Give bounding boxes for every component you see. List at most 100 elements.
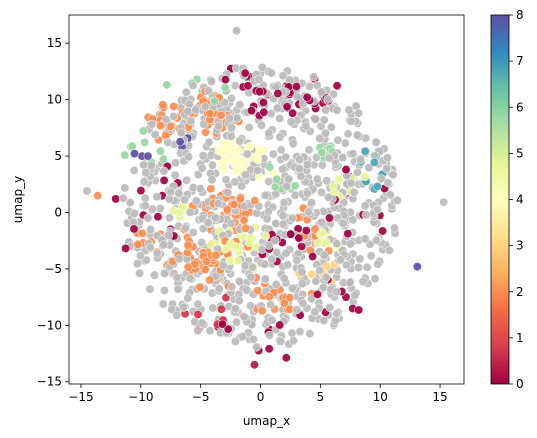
data-point [292,92,302,102]
data-point [362,262,372,272]
data-point [244,238,254,248]
data-point [219,165,229,175]
data-point [348,149,358,159]
data-point [332,81,342,91]
data-point [230,336,240,346]
data-point [197,318,207,328]
data-point [159,285,169,295]
data-point [145,243,155,253]
data-point [348,215,358,225]
x-axis-ticks: −15 −10 −5 0 5 10 15 [68,384,448,404]
data-point [120,183,130,193]
data-point [253,155,263,165]
data-point [320,128,330,138]
data-point [341,165,351,175]
data-point [167,305,177,315]
data-point [292,255,302,265]
data-point [193,309,203,319]
data-point [140,201,150,211]
data-point [254,74,264,84]
data-point [241,170,251,180]
data-point [133,239,143,249]
data-point [312,174,322,184]
data-point [129,224,139,234]
data-point [155,146,165,156]
data-point [257,306,267,316]
data-point [171,158,181,168]
data-point [185,207,195,217]
data-point [125,198,135,208]
data-point [227,123,237,133]
data-point [360,234,370,244]
data-point [352,167,362,177]
data-point [343,229,353,239]
data-point [279,298,289,308]
data-point [82,186,92,196]
data-point [234,146,244,156]
data-point [279,273,289,283]
data-point [253,286,263,296]
data-point [231,242,241,252]
data-point [272,103,282,113]
data-point [250,360,260,370]
x-tick-label: −5 [192,390,210,404]
data-point [317,187,327,197]
data-point [232,26,242,36]
data-point [188,80,198,90]
data-point [288,336,298,346]
data-point [266,299,276,309]
data-point [208,303,218,313]
colorbar-tick-label: 7 [516,54,524,68]
data-point [364,163,374,173]
data-point [304,145,314,155]
y-axis-ticks: −15 −10 −5 0 5 10 15 [37,36,69,389]
data-point [152,192,162,202]
data-point [186,116,196,126]
data-point [225,113,235,123]
data-point [338,219,348,229]
data-point [242,149,252,159]
data-point [382,164,392,174]
data-point [334,174,344,184]
data-point [147,119,157,129]
data-point [230,81,240,91]
data-point [222,205,232,215]
data-point [197,238,207,248]
data-point [227,93,237,103]
data-point [308,252,318,262]
data-point [264,292,274,302]
data-point [130,208,140,218]
data-point [388,170,398,180]
data-point [135,268,145,278]
data-point [382,153,392,163]
y-tick-label: −5 [44,262,62,276]
data-point [312,289,322,299]
data-point [281,353,291,363]
data-point [245,142,255,152]
data-point [240,68,250,78]
data-point [243,81,253,91]
y-tick-label: 10 [47,93,62,107]
scatter-points [82,26,449,370]
data-point [349,187,359,197]
data-point [319,315,329,325]
data-point [309,72,319,82]
data-point [302,92,312,102]
data-point [332,287,342,297]
data-point [325,302,335,312]
colorbar-tick-label: 5 [516,146,524,160]
data-point [180,195,190,205]
data-point [176,128,186,138]
data-point [323,94,333,104]
data-point [305,81,315,91]
data-point [276,145,286,155]
data-point [139,177,149,187]
data-point [129,165,139,175]
data-point [169,111,179,121]
data-point [333,135,343,145]
data-point [273,89,283,99]
data-point [294,233,304,243]
data-point [249,334,259,344]
data-point [239,215,249,225]
data-point [207,175,217,185]
